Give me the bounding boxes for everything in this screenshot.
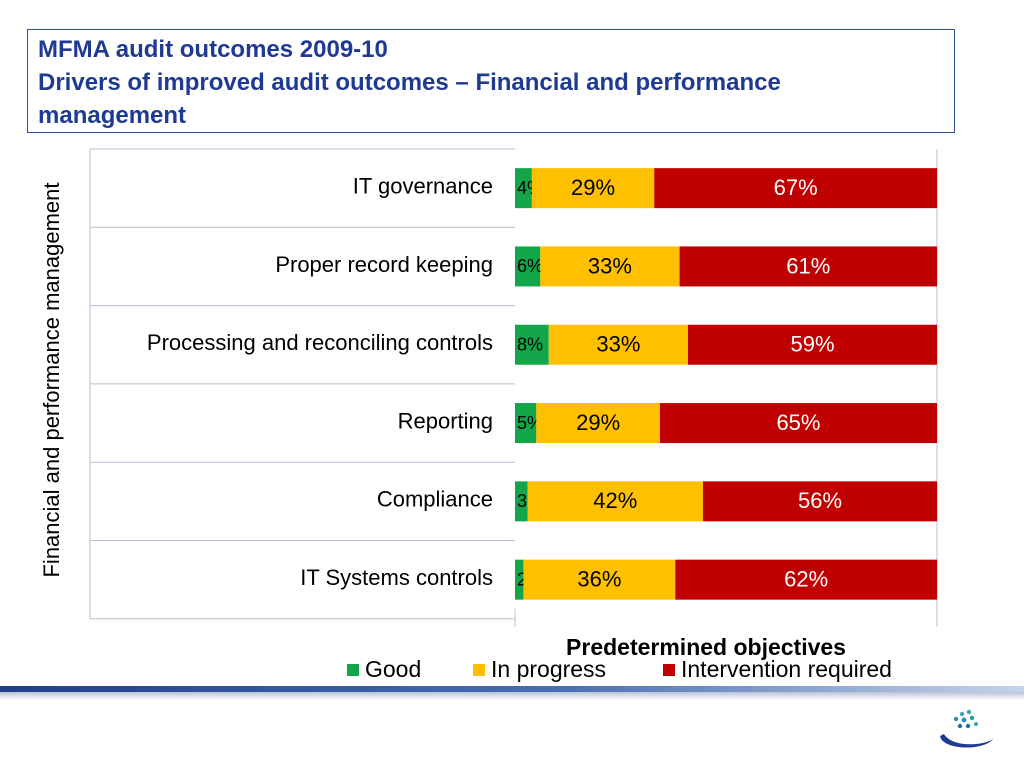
data-label: 29% — [571, 175, 615, 200]
data-label: 56% — [798, 488, 842, 513]
data-label: 67% — [774, 175, 818, 200]
x-axis-title: Predetermined objectives — [566, 634, 846, 660]
bar-segment — [675, 559, 937, 600]
bar-segment — [515, 324, 549, 365]
bar-segment — [515, 403, 537, 444]
title-box: MFMA audit outcomes 2009-10 Drivers of i… — [27, 29, 955, 133]
dotted-swirl-logo-icon — [940, 709, 994, 748]
bar-segment — [703, 481, 937, 522]
bar-segment — [515, 246, 541, 287]
data-label: 33% — [596, 332, 640, 357]
data-label: 65% — [776, 410, 820, 435]
data-label: 59% — [790, 332, 834, 357]
title-line-1: MFMA audit outcomes 2009-10 — [38, 36, 388, 63]
legend-label-intervention: Intervention required — [681, 656, 892, 682]
bar-segment — [527, 481, 704, 522]
data-label: 62% — [784, 566, 828, 591]
bar-segment — [515, 481, 528, 522]
category-label: Compliance — [377, 487, 493, 512]
bar-segment — [659, 403, 937, 444]
bar-segment — [540, 246, 680, 287]
y-axis-label: Financial and performance management — [39, 182, 64, 578]
data-label: 6% — [517, 256, 543, 276]
bar-segment — [531, 168, 655, 209]
bar-segment — [515, 559, 524, 600]
bar-segment — [515, 168, 532, 209]
data-label: 8% — [517, 335, 543, 355]
data-label: 29% — [576, 410, 620, 435]
legend-swatch-intervention — [663, 664, 675, 676]
bar-segment — [548, 324, 689, 365]
data-label: 36% — [577, 566, 621, 591]
legend-label-good: Good — [365, 656, 422, 682]
data-label: 42% — [593, 488, 637, 513]
legend-swatch-in-progress — [473, 664, 485, 676]
title-line-3: management — [38, 102, 187, 129]
data-label: 33% — [588, 253, 632, 278]
bar-segment — [654, 168, 937, 209]
category-label: IT Systems controls — [300, 565, 493, 590]
title-line-2: Drivers of improved audit outcomes – Fin… — [38, 69, 781, 96]
legend-swatch-good — [347, 664, 359, 676]
bar-segment — [523, 559, 676, 600]
data-label: 61% — [786, 253, 830, 278]
category-label: Proper record keeping — [275, 252, 493, 277]
footer-shadow — [0, 692, 1024, 700]
bar-chart: IT governance 4% 29% 67%Proper record keepi… — [89, 148, 938, 627]
bar-segment — [688, 324, 937, 365]
footer-bar — [0, 686, 1024, 692]
legend-label-in-progress: In progress — [491, 656, 607, 682]
category-label: IT governance — [353, 173, 493, 198]
category-label: Reporting — [398, 408, 493, 433]
category-label: Processing and reconciling controls — [147, 330, 493, 355]
bar-segment — [536, 403, 660, 444]
bar-segment — [679, 246, 937, 287]
